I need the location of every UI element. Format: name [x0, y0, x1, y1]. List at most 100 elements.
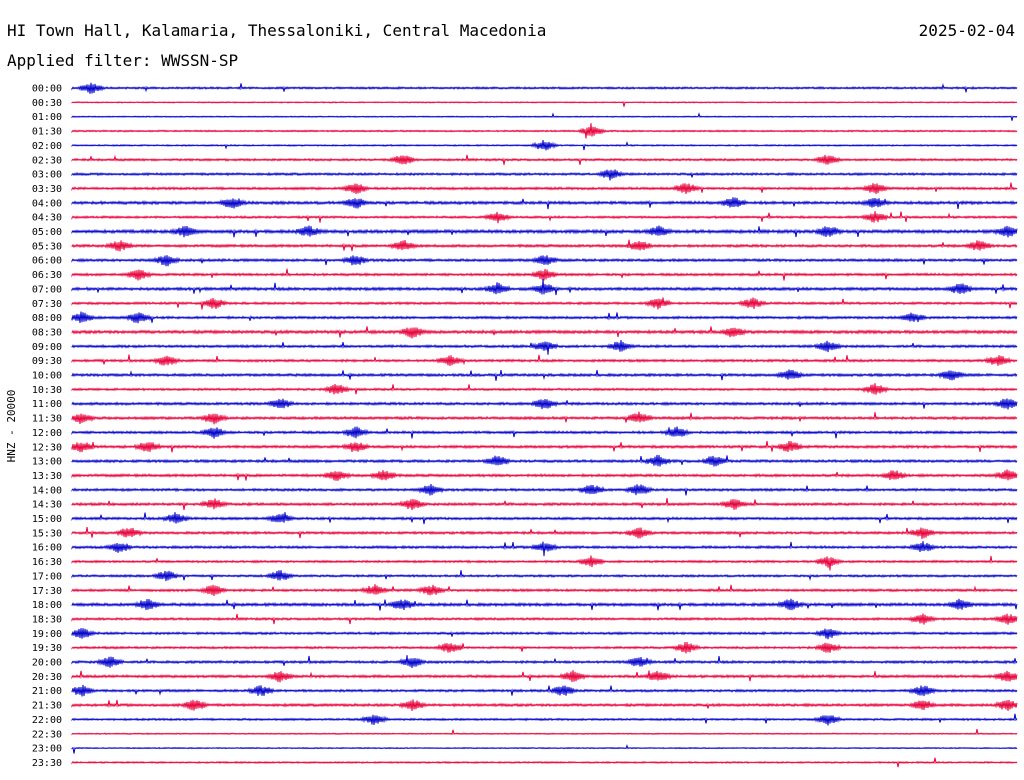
time-tick-label: 21:00 [32, 686, 62, 697]
traces-group: 00:00 00:30 01:00 01:30 02:00 02:30 03:00 03:30… [32, 82, 1018, 769]
time-tick-label: 07:00 [32, 284, 62, 295]
time-tick-label: 06:00 [32, 256, 62, 267]
trace-line [71, 469, 1018, 481]
trace-line [71, 584, 1018, 597]
time-tick-label: 22:30 [32, 729, 62, 740]
trace-line [71, 123, 1018, 139]
time-tick-label: 02:30 [32, 155, 62, 166]
trace-line [71, 628, 1018, 640]
date-label: 2025-02-04 [919, 21, 1015, 40]
time-tick-label: 11:00 [32, 399, 62, 410]
trace-line [71, 211, 1018, 224]
time-tick-label: 04:00 [32, 198, 62, 209]
time-tick-label: 01:30 [32, 127, 62, 138]
time-tick-label: 17:30 [32, 586, 62, 597]
trace-line [71, 297, 1018, 310]
time-tick-label: 05:30 [32, 241, 62, 252]
trace-line [71, 426, 1018, 439]
time-tick-label: 12:30 [32, 442, 62, 453]
trace-line [71, 699, 1018, 712]
time-tick-label: 22:00 [32, 715, 62, 726]
time-tick-label: 05:00 [32, 227, 62, 238]
trace-line [71, 197, 1018, 210]
station-title: HI Town Hall, Kalamaria, Thessaloniki, C… [7, 21, 546, 40]
trace-line [71, 541, 1018, 557]
trace-line [71, 154, 1018, 165]
trace-line [71, 512, 1018, 525]
time-tick-label: 10:00 [32, 371, 62, 382]
filter-label: Applied filter: WWSSN-SP [7, 51, 238, 70]
trace-line [71, 641, 1018, 654]
time-tick-label: 06:30 [32, 270, 62, 281]
trace-line [71, 411, 1018, 425]
trace-line [71, 498, 1018, 511]
trace-line [71, 613, 1018, 625]
time-tick-label: 11:30 [32, 414, 62, 425]
time-tick-label: 16:00 [32, 543, 62, 554]
trace-line [71, 169, 1018, 181]
trace-line [71, 311, 1018, 324]
time-tick-label: 20:00 [32, 658, 62, 669]
trace-line [71, 369, 1018, 381]
time-tick-label: 08:00 [32, 313, 62, 324]
time-tick-label: 01:00 [32, 112, 62, 123]
time-tick-label: 15:00 [32, 514, 62, 525]
time-tick-label: 03:30 [32, 184, 62, 195]
trace-line [71, 684, 1018, 697]
trace-line [71, 268, 1018, 281]
time-tick-label: 20:30 [32, 672, 62, 683]
trace-line [71, 527, 1018, 539]
trace-line [71, 713, 1018, 726]
time-tick-label: 18:30 [32, 614, 62, 625]
time-tick-label: 10:30 [32, 385, 62, 396]
time-tick-label: 02:00 [32, 141, 62, 152]
time-tick-label: 14:00 [32, 485, 62, 496]
trace-line [71, 326, 1018, 339]
trace-line [71, 225, 1018, 238]
time-tick-label: 21:30 [32, 701, 62, 712]
trace-line [71, 744, 1018, 754]
time-tick-label: 07:30 [32, 299, 62, 310]
time-tick-label: 12:00 [32, 428, 62, 439]
time-tick-label: 04:30 [32, 213, 62, 224]
trace-line [71, 255, 1018, 267]
time-tick-label: 14:30 [32, 500, 62, 511]
time-tick-label: 18:00 [32, 600, 62, 611]
time-tick-label: 00:00 [32, 84, 62, 95]
time-tick-label: 03:00 [32, 170, 62, 181]
trace-line [71, 757, 1018, 768]
trace-line [71, 440, 1018, 453]
trace-line [71, 383, 1018, 395]
time-tick-label: 19:00 [32, 629, 62, 640]
trace-line [71, 339, 1018, 355]
time-tick-label: 19:30 [32, 643, 62, 654]
time-tick-label: 00:30 [32, 98, 62, 109]
trace-line [71, 82, 1018, 94]
time-tick-label: 17:00 [32, 571, 62, 582]
trace-line [71, 598, 1018, 611]
trace-line [71, 354, 1018, 367]
time-tick-label: 09:00 [32, 342, 62, 353]
trace-line [71, 555, 1018, 571]
trace-line [71, 101, 1018, 107]
trace-line [71, 729, 1018, 736]
time-tick-label: 09:30 [32, 356, 62, 367]
trace-line [71, 670, 1018, 683]
trace-line [71, 279, 1018, 296]
time-tick-label: 16:30 [32, 557, 62, 568]
trace-line [71, 140, 1018, 151]
trace-line [71, 570, 1018, 582]
trace-line [71, 454, 1018, 467]
time-tick-label: 23:30 [32, 758, 62, 769]
trace-line [71, 655, 1018, 668]
trace-line [71, 239, 1018, 252]
time-tick-label: 13:00 [32, 457, 62, 468]
trace-line [71, 112, 1018, 121]
time-tick-label: 08:30 [32, 327, 62, 338]
trace-line [71, 182, 1018, 195]
trace-line [71, 484, 1018, 496]
y-axis-label: HNZ - 20000 [5, 390, 18, 463]
time-tick-label: 15:30 [32, 528, 62, 539]
trace-line [71, 398, 1018, 410]
